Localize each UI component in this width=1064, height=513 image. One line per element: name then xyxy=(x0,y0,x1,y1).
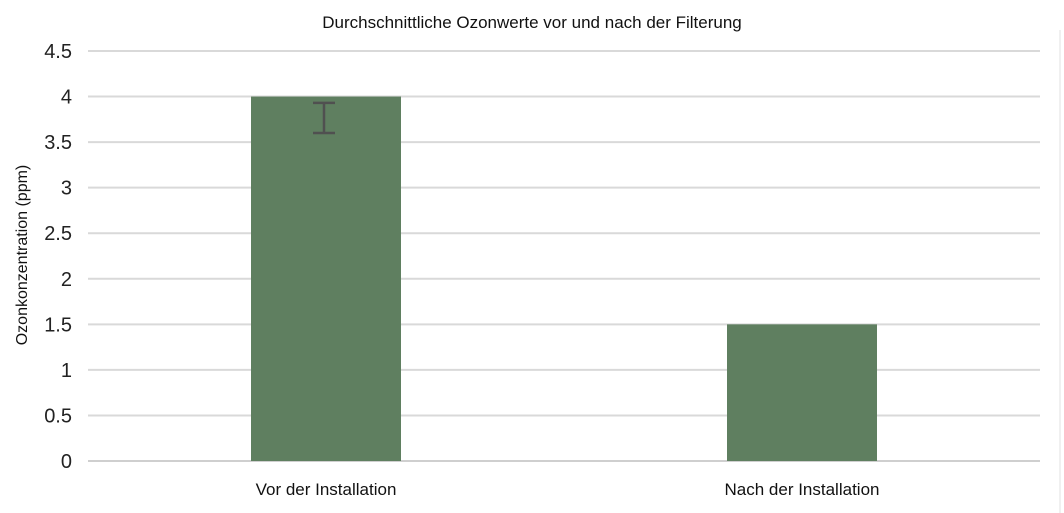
gridlines xyxy=(88,50,1040,462)
y-axis-ticks: 0 0.5 1 1.5 2 2.5 3 3.5 4 4.5 xyxy=(44,41,72,473)
bar-1 xyxy=(251,96,401,462)
chart-title: Durchschnittliche Ozonwerte vor und nach… xyxy=(322,13,742,32)
bars xyxy=(251,96,877,462)
y-tick-label: 0 xyxy=(61,451,72,473)
bar-2 xyxy=(727,324,877,461)
x-category-label: Vor der Installation xyxy=(256,480,397,499)
y-tick-label: 3.5 xyxy=(44,132,72,154)
x-axis-categories: Vor der Installation Nach der Installatio… xyxy=(256,480,880,499)
y-tick-label: 4 xyxy=(61,87,72,109)
y-axis-label: Ozonkonzentration (ppm) xyxy=(14,165,31,346)
error-bar xyxy=(313,101,335,135)
y-tick-label: 1 xyxy=(61,360,72,382)
x-category-label: Nach der Installation xyxy=(725,480,880,499)
y-tick-label: 4.5 xyxy=(44,41,72,63)
y-tick-label: 2.5 xyxy=(44,223,72,245)
y-tick-label: 0.5 xyxy=(44,405,72,427)
y-tick-label: 2 xyxy=(61,269,72,291)
y-tick-label: 1.5 xyxy=(44,314,72,336)
error-bars xyxy=(313,101,335,135)
y-tick-label: 3 xyxy=(61,178,72,200)
